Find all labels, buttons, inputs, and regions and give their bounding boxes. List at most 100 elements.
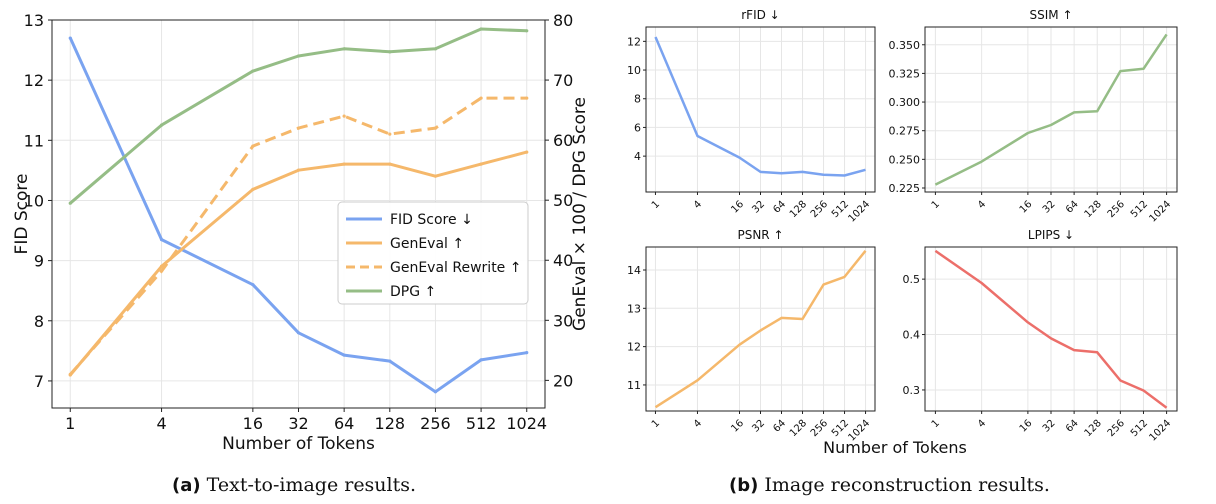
panel-b-sub2-ytick-label: 14 [627, 264, 641, 277]
panel-b-sub2-ytick-label: 11 [627, 379, 641, 392]
panel-a-point [388, 132, 392, 136]
panel-b-sub1-xtick-label: 1024 [1147, 199, 1173, 225]
panel-a-point [433, 174, 438, 178]
panel-a-xlabel: Number of Tokens [222, 434, 375, 454]
panel-b-sub0-ytick-label: 6 [634, 121, 641, 134]
panel-a-series-line-2 [69, 96, 527, 376]
panel-b-sub3-xtick-label: 1 [930, 418, 942, 430]
panel-a-point [388, 50, 392, 54]
panel-a-point [479, 96, 483, 100]
panel-a-point [525, 29, 529, 33]
panel-b-sub3-xtick-label: 64 [1064, 418, 1081, 435]
panel-a-point [479, 358, 483, 362]
caption-a-label: (a) [172, 475, 201, 496]
panel-b-sub0-xtick-label: 128 [788, 199, 809, 220]
panel-a-point [68, 201, 72, 205]
panel-a-point [525, 351, 529, 355]
panel-a-ytick-right-label: 70 [553, 71, 573, 90]
panel-b-sub3-ytick-label: 0.4 [903, 329, 921, 342]
panel-b-sub0-xtick-label: 32 [750, 199, 767, 216]
panel-b-sub1-xtick-label: 128 [1083, 199, 1104, 220]
panel-a-xtick-label: 1 [65, 414, 75, 433]
panel-b-sub3-xtick-label: 256 [1106, 418, 1127, 439]
panel-a-xtick-label: 1024 [506, 414, 547, 433]
panel-a-point [68, 372, 72, 376]
panel-a-point [296, 54, 301, 58]
panel-a-point [433, 390, 438, 394]
panel-a-ytick-right-label: 50 [553, 191, 573, 210]
panel-b-sub2-xtick-label: 32 [750, 418, 767, 435]
panel-b-sub0-ytick-label: 12 [627, 35, 641, 48]
panel-a-xtick-label: 128 [375, 414, 406, 433]
panel-b-sub1-series-line [934, 33, 1168, 186]
panel-a-point [433, 126, 438, 130]
panel-a-point [342, 47, 346, 51]
panel-a-point [68, 36, 72, 40]
panel-b-sub3-ytick-label: 0.5 [903, 273, 921, 286]
panel-b-xlabel: Number of Tokens [823, 438, 967, 457]
panel-a-legend [337, 201, 529, 305]
panel-b-sub1-ytick-label: 0.350 [889, 39, 921, 52]
panel-a-xtick-label: 64 [334, 414, 354, 433]
panel-b-sub1-xtick-label: 32 [1041, 199, 1058, 216]
panel-b-sub0-ytick-label: 8 [634, 93, 641, 106]
panel-a-point [388, 162, 392, 166]
panel-b-sub0-title: rFID ↓ [741, 8, 779, 22]
caption-b: (b) Image reconstruction results. [729, 474, 1050, 496]
panel-a-point [159, 123, 164, 127]
panel-b-sub0-series-line [654, 36, 866, 177]
panel-a-ytick-left-label: 13 [24, 11, 44, 30]
panel-b-sub1-ytick-label: 0.300 [889, 96, 921, 109]
panel-a-point [433, 47, 438, 51]
panel-b-sub3-xtick-label: 128 [1083, 418, 1104, 439]
panel-a-xtick-label: 4 [156, 414, 166, 433]
panel-b-sub3-series-line [934, 249, 1168, 409]
panel-b-sub3-title: LPIPS ↓ [1028, 228, 1074, 242]
panel-b-sub0-xtick-label: 1024 [846, 199, 872, 225]
panel-a-point [251, 283, 255, 287]
panel-a-point [159, 269, 164, 273]
panel-b-sub3-ytick-label: 0.3 [903, 384, 921, 397]
panel-b-sub2-ytick-label: 13 [627, 302, 641, 315]
panel-a-ytick-left-label: 9 [34, 252, 44, 271]
caption-b-text: Image reconstruction results. [764, 474, 1050, 496]
panel-b-sub0-ytick-label: 10 [627, 64, 641, 77]
panel-b-sub0-xtick-label: 1 [650, 199, 662, 211]
panel-a-point [525, 150, 529, 154]
panel-b-sub3-xtick-label: 4 [976, 418, 988, 430]
panel-a-ytick-right-label: 30 [553, 311, 573, 330]
panel-b-sub1-ytick-label: 0.250 [889, 153, 921, 166]
panel-b-sub1-xtick-label: 4 [976, 199, 988, 211]
panel-b-sub0-ytick-label: 4 [634, 150, 641, 163]
panel-a-ytick-left-label: 11 [24, 131, 44, 150]
caption-a: (a) Text-to-image results. [172, 474, 416, 496]
panel-a-point [342, 353, 346, 357]
panel-a-point [251, 69, 255, 73]
panel-a-ytick-left-label: 10 [24, 191, 44, 210]
panel-b-sub2-ytick-label: 12 [627, 341, 641, 354]
panel-a-legend-label: DPG ↑ [390, 284, 436, 300]
figure: 1 4 16 32 64 128 256 512 10247891011121320304050… [12, 8, 1178, 457]
panel-b-sub1-xtick-label: 1 [930, 199, 942, 211]
panel-b-sub2-series-line [654, 250, 867, 409]
panel-b-sub3-xtick-label: 1024 [1147, 418, 1173, 444]
panel-b-sub2-xtick-label: 256 [809, 418, 830, 439]
panel-b-sub3-xtick-label: 32 [1041, 418, 1058, 435]
panel-a-ytick-left-label: 7 [34, 372, 44, 391]
panel-a-xtick-label: 512 [466, 414, 497, 433]
panel-a-legend-label: FID Score ↓ [390, 212, 473, 228]
panel-a-ylabel-right: GenEval × 100 / DPG Score [570, 97, 590, 331]
panel-a-point [342, 162, 346, 166]
panel-a-point [251, 144, 255, 148]
panel-a-ytick-right-label: 20 [553, 371, 573, 390]
panel-a-xtick-label: 32 [288, 414, 308, 433]
panel-a-ylabel-left: FID Score [12, 174, 32, 255]
panel-a-point [296, 126, 301, 130]
panel-b-sub2-xtick-label: 16 [729, 418, 746, 435]
panel-b-sub1-title: SSIM ↑ [1030, 8, 1073, 22]
panel-a-ytick-right-label: 60 [553, 131, 573, 150]
panel-a-xtick-label: 16 [243, 414, 263, 433]
panel-a-xtick-label: 256 [420, 414, 451, 433]
panel-a-legend-label: GenEval ↑ [390, 236, 464, 252]
panel-b-sub1-ytick-label: 0.225 [889, 182, 921, 195]
